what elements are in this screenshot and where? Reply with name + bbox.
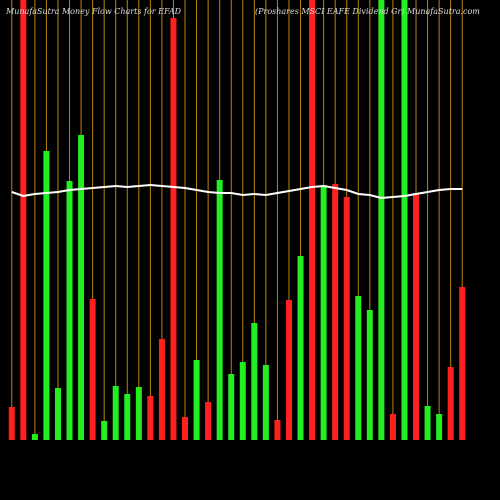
bar [274,420,281,440]
bar [447,367,454,440]
bar [20,0,27,440]
bar [78,135,85,440]
bar [309,0,316,440]
bar [31,434,38,440]
bar [228,374,235,440]
bar [182,417,189,440]
money-flow-line [11,183,463,200]
bar [262,365,269,440]
chart-subtitle: (Proshares MSCI EAFE Dividend Gr) Munafa… [255,7,480,16]
bar [366,310,373,440]
bar [239,362,246,440]
bar [124,394,131,440]
bar [147,396,154,440]
bar [193,360,200,440]
bar [332,184,339,440]
bar [285,300,292,440]
bar [43,151,50,440]
bar [112,386,119,440]
bar [424,406,431,440]
bar [320,185,327,440]
bar [459,287,466,440]
bar [205,402,212,440]
bar [158,339,165,440]
bar [401,0,408,440]
bar [170,18,177,440]
bar [135,387,142,440]
bar [389,414,396,440]
bar [378,0,385,440]
chart-title: MunafaSutra Money Flow Charts for EFAD [5,7,182,16]
bar [89,299,96,440]
bar [54,388,61,440]
bar [101,421,108,440]
bar [8,407,15,440]
bar [343,197,350,440]
bar [216,180,223,440]
bar [297,256,304,440]
bar [251,323,258,440]
bar [66,181,73,440]
bar [355,296,362,440]
bar [436,414,443,440]
bar [413,193,420,440]
